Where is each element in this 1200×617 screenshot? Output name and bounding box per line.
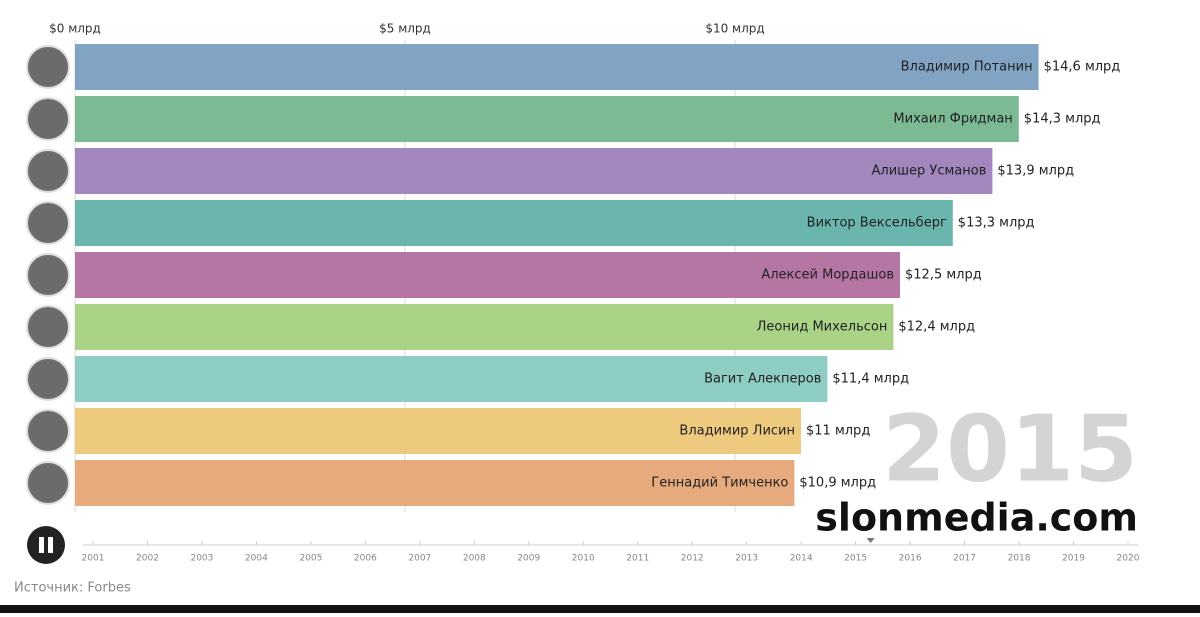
value-label: $14,6 млрд [1044,60,1121,75]
bar-label: Владимир Лисин [679,424,795,439]
bar [75,44,1039,90]
bar [75,252,900,298]
pause-icon [48,537,53,553]
year-label: 2015 [882,395,1138,502]
avatar [26,45,70,89]
bar-label: Вагит Алекперов [704,372,821,387]
bar [75,148,993,194]
avatar [26,357,70,401]
avatar [26,461,70,505]
timeline-year: 2008 [463,554,486,564]
play-button[interactable] [27,526,65,564]
bar-label: Алишер Усманов [872,164,987,179]
timeline-marker [866,538,875,543]
timeline-year: 2007 [408,554,431,564]
timeline-year: 2001 [82,554,105,564]
source: Источник: Forbes [14,581,131,596]
pause-icon [39,537,44,553]
timeline-year: 2005 [299,554,322,564]
value-label: $11,4 млрд [832,372,909,387]
timeline-year: 2010 [572,554,595,564]
timeline-year: 2012 [681,554,704,564]
timeline-year: 2006 [354,554,377,564]
timeline-year: 2002 [136,554,159,564]
timeline-year: 2004 [245,554,268,564]
play-button-circle[interactable] [27,526,65,564]
timeline-year: 2020 [1117,554,1140,564]
bar [75,304,894,350]
bar-label: Михаил Фридман [893,112,1012,127]
bar [75,200,953,246]
watermark: slonmedia.com [815,496,1138,540]
bar [75,356,828,402]
avatar [26,253,70,297]
value-label: $12,5 млрд [905,268,982,283]
timeline-year: 2014 [790,554,813,564]
avatar [26,305,70,349]
bar-label: Геннадий Тимченко [651,476,788,491]
bar [75,96,1019,142]
x-tick-label: $10 млрд [705,22,764,36]
timeline-year: 2018 [1008,554,1031,564]
avatar [26,201,70,245]
value-label: $12,4 млрд [898,320,975,335]
bar [75,460,795,506]
bar-label: Алексей Мордашов [761,268,894,283]
avatar [26,409,70,453]
avatar [26,97,70,141]
bar [75,408,801,454]
timeline-year: 2015 [844,554,867,564]
timeline-year: 2009 [517,554,540,564]
value-label: $13,9 млрд [997,164,1074,179]
value-label: $13,3 млрд [958,216,1035,231]
avatar [26,149,70,193]
bar-label: Виктор Вексельберг [807,216,947,231]
value-label: $11 млрд [806,424,870,439]
x-tick-label: $0 млрд [49,22,101,36]
bar-label: Леонид Михельсон [757,320,888,335]
bar-label: Владимир Потанин [901,60,1033,75]
timeline-year: 2016 [899,554,922,564]
timeline-year: 2011 [626,554,649,564]
value-label: $10,9 млрд [799,476,876,491]
bottom-strip [0,605,1200,613]
timeline-year: 2013 [735,554,758,564]
timeline-year: 2003 [190,554,213,564]
timeline-year: 2017 [953,554,976,564]
x-tick-label: $5 млрд [379,22,431,36]
value-label: $14,3 млрд [1024,112,1101,127]
timeline-year: 2019 [1062,554,1085,564]
